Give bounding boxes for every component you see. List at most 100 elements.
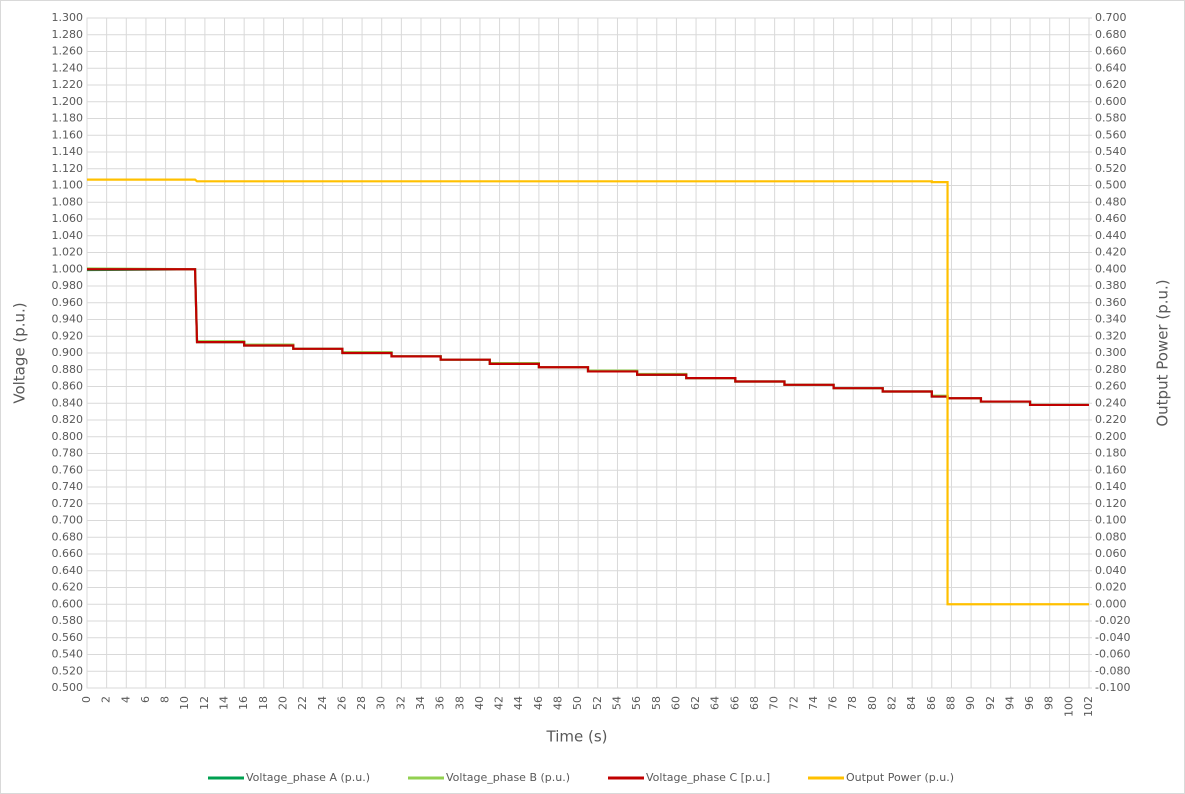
y2-tick-label: 0.640 [1095, 61, 1127, 74]
y2-tick-label: 0.260 [1095, 380, 1127, 393]
y-tick-label: 1.120 [52, 162, 84, 175]
x-tick-label: 62 [689, 696, 702, 710]
y-tick-label: 1.200 [52, 95, 84, 108]
x-tick-label: 70 [768, 696, 781, 710]
x-tick-label: 96 [1023, 696, 1036, 710]
legend-label: Output Power (p.u.) [846, 771, 954, 784]
y-tick-label: 0.520 [52, 664, 84, 677]
x-tick-label: 86 [925, 696, 938, 710]
x-tick-label: 84 [905, 696, 918, 710]
y-tick-label: 1.180 [52, 112, 84, 125]
x-tick-label: 50 [571, 696, 584, 710]
x-tick-label: 40 [473, 696, 486, 710]
y2-tick-label: 0.160 [1095, 463, 1127, 476]
legend-label: Voltage_phase C [p.u.] [646, 771, 770, 784]
y2-tick-label: 0.680 [1095, 28, 1127, 41]
y2-tick-label: -0.020 [1095, 614, 1130, 627]
y2-tick-label: 0.620 [1095, 78, 1127, 91]
y-tick-label: 1.280 [52, 28, 84, 41]
x-tick-label: 72 [787, 696, 800, 710]
x-tick-label: 78 [846, 696, 859, 710]
y2-tick-label: 0.360 [1095, 296, 1127, 309]
x-tick-label: 48 [552, 696, 565, 710]
y-tick-label: 0.940 [52, 313, 84, 326]
x-tick-label: 88 [944, 696, 957, 710]
y2-tick-label: 0.000 [1095, 597, 1127, 610]
y2-tick-label: 0.020 [1095, 581, 1127, 594]
x-tick-label: 82 [886, 696, 899, 710]
legend-label: Voltage_phase B (p.u.) [446, 771, 570, 784]
x-tick-label: 56 [630, 696, 643, 710]
x-tick-label: 0 [80, 696, 93, 703]
y-tick-label: 1.060 [52, 212, 84, 225]
legend-label: Voltage_phase A (p.u.) [246, 771, 370, 784]
y-tick-label: 0.640 [52, 564, 84, 577]
x-tick-label: 100 [1062, 696, 1075, 717]
y2-tick-label: 0.320 [1095, 329, 1127, 342]
x-tick-label: 10 [178, 696, 191, 710]
y-tick-label: 0.820 [52, 413, 84, 426]
x-tick-label: 60 [669, 696, 682, 710]
y-tick-label: 0.620 [52, 581, 84, 594]
y-axis-title: Voltage (p.u.) [11, 302, 29, 403]
y-tick-label: 0.720 [52, 497, 84, 510]
x-tick-label: 14 [218, 696, 231, 710]
y2-tick-label: 0.600 [1095, 95, 1127, 108]
x-tick-label: 28 [355, 696, 368, 710]
x-tick-label: 20 [276, 696, 289, 710]
y-tick-label: 1.300 [52, 11, 84, 24]
y2-tick-label: 0.220 [1095, 413, 1127, 426]
y2-tick-label: 0.380 [1095, 279, 1127, 292]
x-tick-label: 2 [100, 696, 113, 703]
y-tick-label: 0.700 [52, 514, 84, 527]
y-tick-label: 0.500 [52, 681, 84, 694]
y-tick-label: 1.240 [52, 61, 84, 74]
y2-tick-label: 0.200 [1095, 430, 1127, 443]
y2-tick-label: 0.120 [1095, 497, 1127, 510]
y-tick-label: 1.100 [52, 179, 84, 192]
x-axis-title: Time (s) [546, 728, 608, 746]
x-tick-label: 22 [296, 696, 309, 710]
y2-tick-label: 0.140 [1095, 480, 1127, 493]
x-tick-label: 66 [728, 696, 741, 710]
x-tick-label: 52 [591, 696, 604, 710]
y2-tick-label: 0.300 [1095, 346, 1127, 359]
y-tick-label: 0.840 [52, 396, 84, 409]
y2-tick-label: 0.440 [1095, 229, 1127, 242]
y2-tick-label: 0.580 [1095, 112, 1127, 125]
y2-tick-label: 0.500 [1095, 179, 1127, 192]
y-tick-label: 0.860 [52, 380, 84, 393]
y2-tick-label: 0.280 [1095, 363, 1127, 376]
y2-tick-label: 0.400 [1095, 262, 1127, 275]
y2-tick-label: 0.420 [1095, 246, 1127, 259]
x-tick-label: 46 [532, 696, 545, 710]
x-tick-label: 58 [650, 696, 663, 710]
y2-tick-label: -0.040 [1095, 631, 1130, 644]
y2-axis-title: Output Power (p.u.) [1154, 279, 1172, 426]
x-tick-label: 26 [335, 696, 348, 710]
y2-tick-label: 0.240 [1095, 396, 1127, 409]
y2-tick-label: 0.540 [1095, 145, 1127, 158]
y2-tick-label: 0.100 [1095, 514, 1127, 527]
x-tick-label: 16 [237, 696, 250, 710]
y-tick-label: 0.600 [52, 597, 84, 610]
x-tick-label: 64 [709, 696, 722, 710]
x-tick-label: 44 [512, 696, 525, 710]
y2-tick-label: -0.060 [1095, 648, 1130, 661]
y2-tick-label: 0.180 [1095, 447, 1127, 460]
plot-border [86, 17, 1090, 689]
y-tick-label: 0.960 [52, 296, 84, 309]
y-tick-label: 1.080 [52, 195, 84, 208]
y-tick-label: 0.680 [52, 530, 84, 543]
x-tick-label: 38 [453, 696, 466, 710]
y2-tick-label: 0.040 [1095, 564, 1127, 577]
x-tick-label: 42 [493, 696, 506, 710]
y-tick-label: 0.880 [52, 363, 84, 376]
y2-tick-label: 0.340 [1095, 313, 1127, 326]
y2-tick-label: 0.080 [1095, 530, 1127, 543]
y2-tick-label: 0.460 [1095, 212, 1127, 225]
x-tick-label: 92 [984, 696, 997, 710]
y-tick-label: 0.760 [52, 463, 84, 476]
